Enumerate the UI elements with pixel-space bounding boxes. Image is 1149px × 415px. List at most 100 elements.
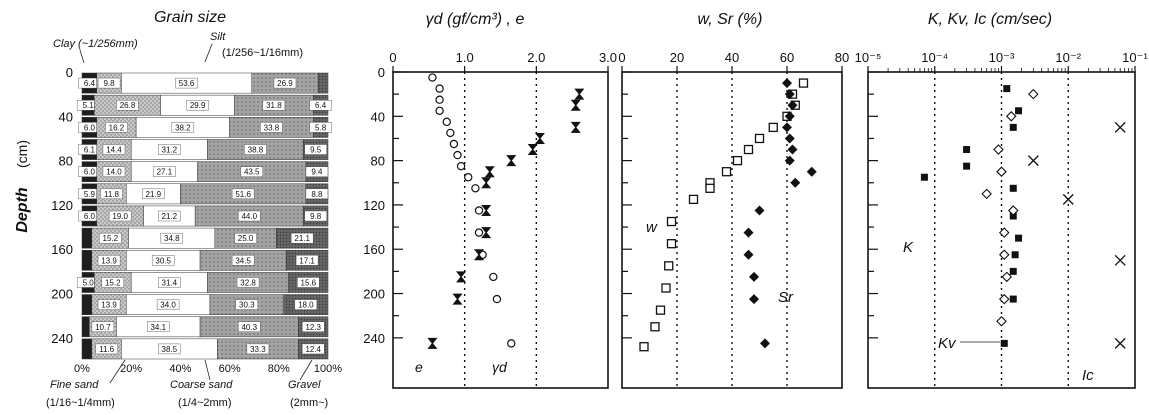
grain-bar-value-box xyxy=(99,232,122,244)
x-tick-label: 0 xyxy=(389,50,396,65)
grain-bar-value-box xyxy=(116,100,139,111)
grain-bar-segment-clay xyxy=(81,249,93,271)
k-point xyxy=(1000,339,1008,347)
x-tick-label: 40 xyxy=(725,50,739,65)
grain-bar-value-label: 19.0 xyxy=(112,212,128,221)
kv-point xyxy=(1007,205,1019,216)
coarse-sand-range: (1/4~2mm) xyxy=(178,397,232,409)
clay-pointer xyxy=(79,49,85,64)
x-tick-label: 10⁻⁵ xyxy=(855,50,882,65)
e-point xyxy=(427,337,438,349)
kv-point xyxy=(1001,271,1013,283)
γd-point xyxy=(446,128,455,138)
permeability-plot: 10⁻⁵ 10⁻⁴ 10⁻³ 10⁻² 10⁻¹ xyxy=(855,50,1148,389)
grain-bar-value-box xyxy=(105,122,128,133)
grain-bar-value-box xyxy=(151,255,175,266)
grain-bar-value-box xyxy=(244,144,267,155)
grain-bar-value-box xyxy=(102,144,126,155)
grain-bar-value-label: 9.5 xyxy=(310,146,322,155)
depth-tick-label: 0 xyxy=(378,65,385,80)
w-point xyxy=(743,144,754,155)
grain-bar-value-label: 6.0 xyxy=(84,123,96,132)
grain-bar-value-box xyxy=(97,299,121,310)
e-point xyxy=(481,227,492,239)
grain-depth-tick-label: 40 xyxy=(59,109,73,124)
γd-point xyxy=(464,173,473,182)
permeability-title: K, Kv, Ic (cm/sec) xyxy=(928,11,1052,28)
gravel-label: Gravel xyxy=(288,379,321,391)
grain-bar-value-box xyxy=(309,100,332,111)
grain-bar-value-label: 13.9 xyxy=(101,301,117,310)
fine-sand-label: Fine sand xyxy=(50,379,99,391)
e-point xyxy=(574,88,585,100)
grain-bar-value-box xyxy=(158,144,181,155)
w-point xyxy=(639,342,649,352)
depth-axis-label: Depth (cm) xyxy=(14,140,31,233)
grain-bar-value-label: 6.4 xyxy=(84,79,96,88)
grain-bar-value-label: 38.5 xyxy=(162,345,178,354)
grain-bar-value-box xyxy=(186,100,209,111)
sr-point xyxy=(743,227,754,238)
sr-point xyxy=(787,100,798,111)
grain-bar-value-label: 32.8 xyxy=(240,278,256,287)
grain-bar-value-label: 17.1 xyxy=(299,256,315,265)
grain-bar-value-box xyxy=(101,277,124,288)
coarse-sand-pointer xyxy=(204,359,211,381)
e-point xyxy=(473,249,485,261)
w-point xyxy=(705,183,715,193)
γd-point xyxy=(428,73,437,82)
grain-bar-value-label: 51.6 xyxy=(235,190,251,199)
grain-percent-tick-label: 80% xyxy=(268,363,290,375)
sr-point xyxy=(782,78,792,89)
gravel-range: (2mm~) xyxy=(290,397,328,409)
w-point xyxy=(754,133,765,144)
e-point xyxy=(484,166,495,178)
grain-bar-value-box xyxy=(290,232,314,244)
w-point xyxy=(768,122,778,133)
grain-bar-value-box xyxy=(295,255,319,266)
grain-bar-value-label: 31.4 xyxy=(162,278,178,287)
grain-bar-value-box xyxy=(238,210,261,222)
kv-point xyxy=(998,227,1010,238)
fine-sand-pointer xyxy=(109,359,126,384)
grain-percent-tick-label: 40% xyxy=(169,363,191,375)
x-tick-label: 10⁻³ xyxy=(989,50,1015,65)
x-tick-label: 3.0 xyxy=(599,50,617,65)
grain-bar-value-box xyxy=(142,188,165,200)
grain-bar-value-label: 14.0 xyxy=(106,168,122,177)
grain-bar-value-label: 8.8 xyxy=(311,190,323,199)
γd-point xyxy=(435,106,444,115)
grain-bar-value-box xyxy=(302,321,325,332)
grain-bar-value-box xyxy=(260,122,283,133)
grain-bar-value-box xyxy=(156,299,180,310)
w-point xyxy=(666,216,677,227)
sr-point xyxy=(749,294,759,305)
grain-bar-value-label: 12.4 xyxy=(305,345,321,354)
w-point xyxy=(655,305,666,315)
x-tick-label: 10⁻² xyxy=(1055,50,1081,65)
coarse-sand-label: Coarse sand xyxy=(170,379,233,391)
depth-tick-label: 240 xyxy=(363,331,385,346)
density-plot: 0 1.0 2.0 3.0 0 40 80 120 160 200 240 xyxy=(363,50,617,389)
grain-size-title: Grain size xyxy=(154,9,226,26)
grain-bar-value-label: 38.8 xyxy=(248,146,264,155)
x-tick-label: 2.0 xyxy=(527,50,545,65)
depth-tick-label: 120 xyxy=(363,198,385,213)
sr-point xyxy=(784,89,795,100)
moisture-panel: w, Sr (%) 0 20 40 60 80 w Sr xyxy=(618,11,849,389)
kv-point xyxy=(1028,88,1039,100)
k-point xyxy=(920,173,928,181)
sr-annotation: Sr xyxy=(778,289,794,306)
moisture-plot: 0 20 40 60 80 xyxy=(618,50,849,389)
γd-point xyxy=(453,150,462,160)
k-point xyxy=(963,162,971,170)
x-tick-label: 20 xyxy=(670,50,684,65)
ic-point xyxy=(1027,155,1039,167)
grain-bar-value-label: 30.5 xyxy=(155,256,171,265)
sr-point xyxy=(790,177,801,188)
sr-point xyxy=(754,205,765,216)
e-point xyxy=(534,132,545,144)
sr-point xyxy=(784,111,795,122)
grain-bar-segment-clay xyxy=(81,338,93,360)
k-point xyxy=(1009,123,1017,131)
